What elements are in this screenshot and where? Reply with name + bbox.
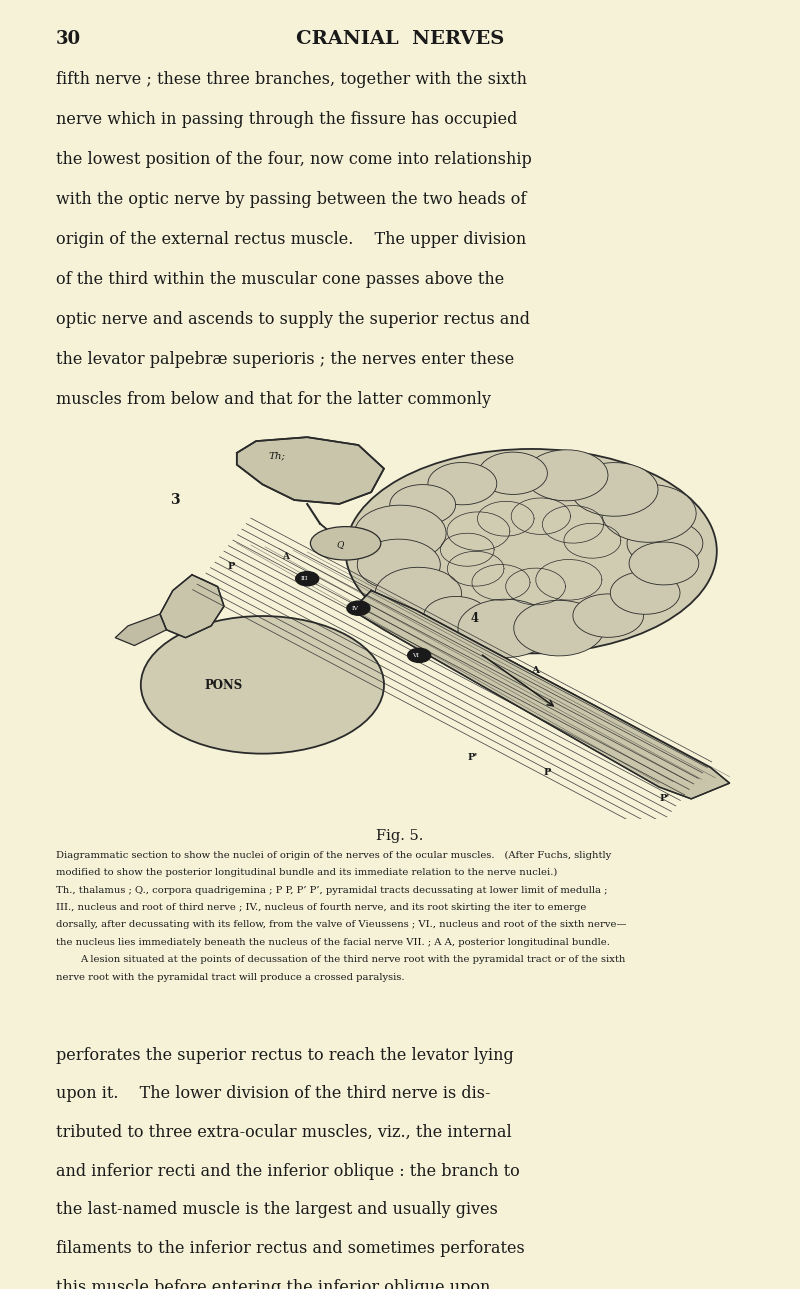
Polygon shape — [610, 571, 680, 615]
Text: the lowest position of the four, now come into relationship: the lowest position of the four, now com… — [56, 151, 532, 168]
Circle shape — [296, 571, 318, 585]
Text: III., nucleus and root of third nerve ; IV., nucleus of fourth nerve, and its ro: III., nucleus and root of third nerve ; … — [56, 902, 586, 911]
Text: origin of the external rectus muscle.  The upper division: origin of the external rectus muscle. Th… — [56, 231, 526, 247]
Text: the nucleus lies immediately beneath the nucleus of the facial nerve VII. ; A A,: the nucleus lies immediately beneath the… — [56, 938, 610, 946]
Polygon shape — [358, 539, 441, 590]
Text: and inferior recti and the inferior oblique : the branch to: and inferior recti and the inferior obli… — [56, 1163, 520, 1179]
Text: 4: 4 — [470, 612, 478, 625]
Text: of the third within the muscular cone passes above the: of the third within the muscular cone pa… — [56, 271, 504, 287]
Text: P: P — [544, 768, 551, 777]
Text: Q: Q — [336, 540, 343, 549]
Text: dorsally, after decussating with its fellow, from the valve of Vieussens ; VI., : dorsally, after decussating with its fel… — [56, 920, 626, 929]
Text: optic nerve and ascends to supply the superior rectus and: optic nerve and ascends to supply the su… — [56, 311, 530, 327]
Text: PONS: PONS — [205, 679, 243, 692]
Text: VI: VI — [413, 652, 419, 657]
Polygon shape — [573, 594, 644, 637]
Text: Fig. 5.: Fig. 5. — [376, 829, 424, 843]
Circle shape — [347, 601, 370, 615]
Polygon shape — [602, 485, 696, 543]
Text: A: A — [531, 666, 539, 675]
Circle shape — [408, 648, 430, 663]
Polygon shape — [514, 601, 604, 656]
Text: tributed to three extra-ocular muscles, viz., the internal: tributed to three extra-ocular muscles, … — [56, 1124, 512, 1141]
Text: with the optic nerve by passing between the two heads of: with the optic nerve by passing between … — [56, 191, 526, 208]
Polygon shape — [458, 599, 553, 657]
Text: muscles from below and that for the latter commonly: muscles from below and that for the latt… — [56, 391, 491, 407]
Polygon shape — [571, 463, 658, 516]
Polygon shape — [525, 450, 608, 501]
Text: III: III — [300, 576, 308, 581]
Text: Th;: Th; — [269, 451, 286, 460]
Polygon shape — [354, 505, 446, 562]
Polygon shape — [115, 614, 166, 646]
Text: upon it.  The lower division of the third nerve is dis-: upon it. The lower division of the third… — [56, 1085, 490, 1102]
Polygon shape — [627, 519, 703, 567]
Text: 3: 3 — [170, 492, 179, 507]
Text: P: P — [227, 562, 234, 571]
Ellipse shape — [346, 449, 717, 654]
Polygon shape — [629, 543, 699, 585]
Text: nerve which in passing through the fissure has occupied: nerve which in passing through the fissu… — [56, 111, 518, 128]
Polygon shape — [352, 590, 730, 799]
Text: the levator palpebræ superioris ; the nerves enter these: the levator palpebræ superioris ; the ne… — [56, 351, 514, 367]
Polygon shape — [375, 567, 462, 620]
Polygon shape — [237, 437, 384, 504]
Text: perforates the superior rectus to reach the levator lying: perforates the superior rectus to reach … — [56, 1047, 514, 1063]
Text: A lesion situated at the points of decussation of the third nerve root with the : A lesion situated at the points of decus… — [80, 955, 626, 964]
Polygon shape — [390, 485, 456, 525]
Text: P': P' — [659, 794, 670, 803]
Polygon shape — [424, 597, 488, 637]
Text: fifth nerve ; these three branches, together with the sixth: fifth nerve ; these three branches, toge… — [56, 71, 527, 88]
Polygon shape — [160, 575, 224, 638]
Ellipse shape — [310, 527, 381, 559]
Polygon shape — [478, 452, 547, 495]
Ellipse shape — [141, 616, 384, 754]
Text: filaments to the inferior rectus and sometimes perforates: filaments to the inferior rectus and som… — [56, 1240, 525, 1257]
Text: CRANIAL  NERVES: CRANIAL NERVES — [296, 30, 504, 48]
Text: A: A — [282, 552, 289, 561]
Text: P': P' — [467, 753, 478, 762]
Text: IV: IV — [352, 606, 358, 611]
Text: Th., thalamus ; Q., corpora quadrigemina ; P P, P’ P’, pyramidal tracts decussat: Th., thalamus ; Q., corpora quadrigemina… — [56, 886, 607, 895]
Text: nerve root with the pyramidal tract will produce a crossed paralysis.: nerve root with the pyramidal tract will… — [56, 972, 405, 981]
Polygon shape — [428, 463, 497, 505]
Text: this muscle before entering the inferior oblique upon: this muscle before entering the inferior… — [56, 1279, 490, 1289]
Text: Diagrammatic section to show the nuclei of origin of the nerves of the ocular mu: Diagrammatic section to show the nuclei … — [56, 851, 611, 860]
Text: modified to show the posterior longitudinal bundle and its immediate relation to: modified to show the posterior longitudi… — [56, 869, 558, 878]
Text: the last-named muscle is the largest and usually gives: the last-named muscle is the largest and… — [56, 1201, 498, 1218]
Text: 30: 30 — [56, 30, 81, 48]
